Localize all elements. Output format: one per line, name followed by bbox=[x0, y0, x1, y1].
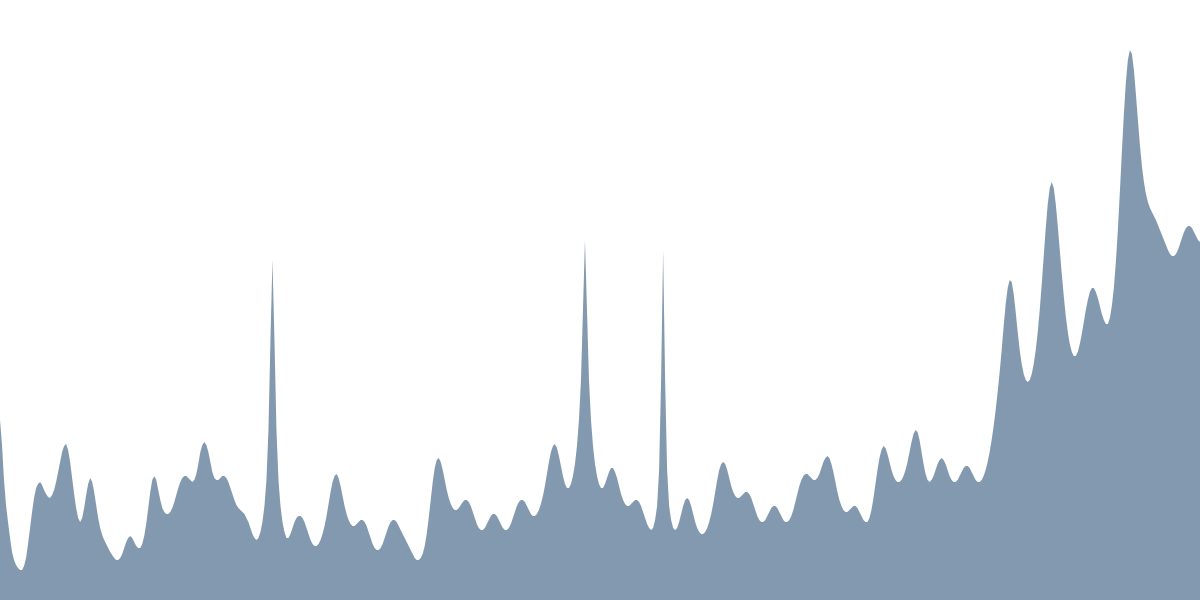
area-chart bbox=[0, 0, 1200, 600]
area-fill bbox=[0, 50, 1200, 600]
area-chart-svg bbox=[0, 0, 1200, 600]
